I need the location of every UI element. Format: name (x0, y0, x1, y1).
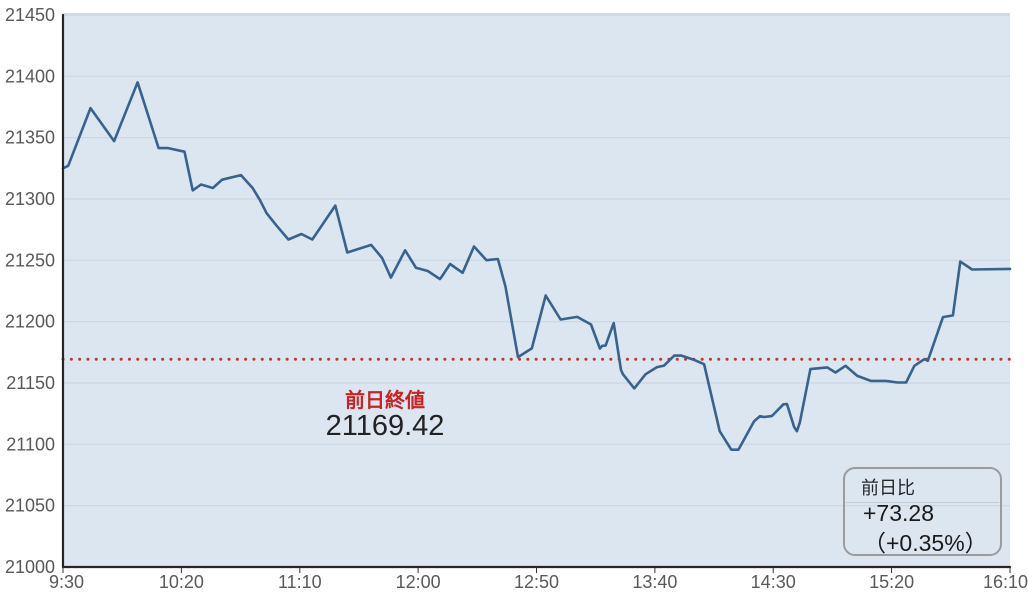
svg-text:10:20: 10:20 (159, 572, 204, 592)
svg-text:21000: 21000 (5, 557, 55, 577)
svg-text:21250: 21250 (5, 250, 55, 270)
svg-text:21350: 21350 (5, 128, 55, 148)
svg-text:21100: 21100 (6, 434, 55, 454)
svg-text:15:20: 15:20 (869, 572, 914, 592)
svg-text:12:00: 12:00 (396, 572, 441, 592)
svg-text:21200: 21200 (5, 312, 55, 332)
svg-text:16:10: 16:10 (983, 572, 1028, 592)
svg-text:21450: 21450 (5, 5, 55, 25)
svg-text:13:40: 13:40 (632, 572, 677, 592)
svg-text:9:30: 9:30 (49, 572, 84, 592)
svg-text:21050: 21050 (5, 496, 55, 516)
svg-text:21150: 21150 (6, 373, 55, 393)
svg-text:11:10: 11:10 (278, 572, 322, 592)
svg-text:12:50: 12:50 (514, 572, 559, 592)
svg-text:14:30: 14:30 (751, 572, 796, 592)
svg-text:21400: 21400 (5, 66, 55, 86)
svg-text:21300: 21300 (5, 189, 55, 209)
